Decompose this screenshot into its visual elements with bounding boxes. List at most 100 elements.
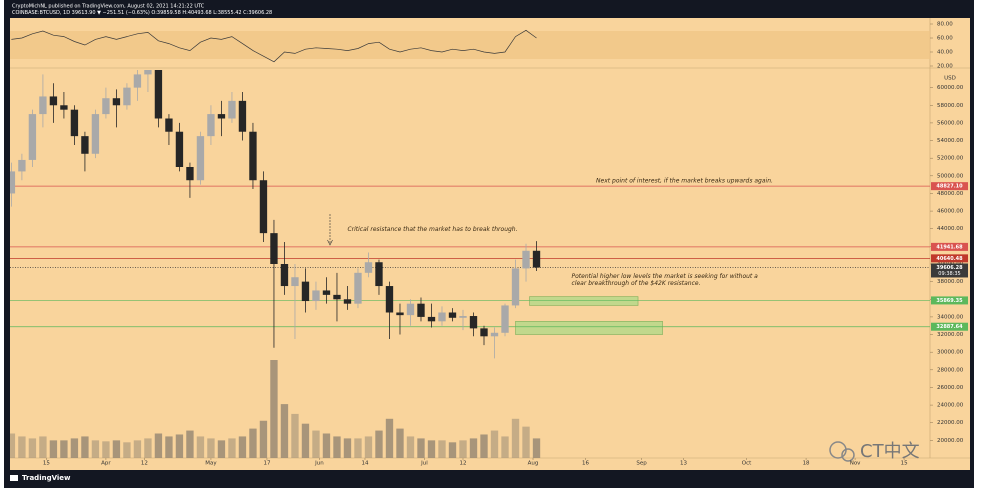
annotation: Potential higher low levels the market i… bbox=[572, 273, 759, 280]
y-tick-label: 22000.00 bbox=[937, 420, 964, 426]
volume-bar bbox=[417, 438, 425, 458]
candle-body bbox=[217, 114, 226, 119]
candle-body bbox=[112, 98, 121, 106]
y-tick-label: 50000.00 bbox=[937, 173, 964, 179]
volume-bar bbox=[70, 438, 79, 458]
annotation: clear breakthrough of the $42K resistanc… bbox=[572, 280, 701, 287]
price-tag-label: 35869.35 bbox=[936, 298, 963, 304]
annotation: Critical resistance that the market has … bbox=[347, 226, 517, 233]
price-tag-label: 41941.68 bbox=[936, 244, 963, 250]
footer-logo bbox=[10, 475, 18, 481]
candle-body bbox=[49, 96, 58, 106]
volume-bar bbox=[501, 436, 509, 458]
watermark: CT中文 bbox=[860, 441, 920, 462]
volume-bar bbox=[165, 436, 173, 458]
x-tick-label: 15 bbox=[901, 461, 908, 467]
candle-body bbox=[396, 312, 404, 316]
header-line1: CryptoMichNL published on TradingView.co… bbox=[12, 4, 205, 10]
volume-bar bbox=[60, 440, 68, 458]
candle-body bbox=[480, 328, 488, 337]
y-tick-label: 26000.00 bbox=[937, 385, 964, 391]
support-zone bbox=[529, 296, 639, 306]
candle-body bbox=[343, 299, 352, 304]
volume-bar bbox=[154, 433, 163, 458]
y-tick-label: 34000.00 bbox=[937, 314, 964, 320]
volume-bar bbox=[238, 436, 247, 458]
volume-bar bbox=[18, 436, 26, 458]
candle-body bbox=[144, 70, 152, 75]
x-tick-label: Aug bbox=[528, 461, 539, 467]
price-tag-label: 32887.64 bbox=[936, 324, 963, 330]
volume-bar bbox=[270, 360, 278, 458]
x-tick-label: 12 bbox=[141, 461, 148, 467]
x-tick-label: Oct bbox=[742, 461, 752, 467]
volume-bar bbox=[459, 440, 467, 458]
y-tick-label: 52000.00 bbox=[937, 156, 964, 162]
volume-bar bbox=[123, 442, 131, 458]
y-tick-label: 28000.00 bbox=[937, 367, 964, 373]
volume-bar bbox=[228, 438, 236, 458]
volume-bar bbox=[291, 413, 299, 458]
candle-body bbox=[196, 136, 205, 181]
volume-bar bbox=[186, 430, 194, 458]
rsi-tick-label: 20.00 bbox=[937, 64, 953, 70]
volume-bar bbox=[490, 430, 499, 458]
volume-bar bbox=[280, 404, 289, 458]
y-tick-label: 32000.00 bbox=[937, 332, 964, 338]
volume-bar bbox=[102, 441, 110, 458]
price-tag-timer: 09:38:35 bbox=[938, 271, 960, 277]
price-tag bbox=[931, 263, 968, 278]
rsi-band bbox=[10, 31, 930, 59]
volume-bar bbox=[91, 440, 100, 458]
volume-bar bbox=[322, 433, 331, 458]
candle-body bbox=[438, 312, 446, 322]
y-tick-label: 60000.00 bbox=[937, 85, 964, 91]
volume-bar bbox=[511, 418, 520, 458]
volume-bar bbox=[480, 434, 488, 458]
support-zone bbox=[515, 321, 663, 335]
candle-body bbox=[228, 100, 236, 119]
candle-body bbox=[259, 180, 268, 234]
candle-body bbox=[154, 70, 163, 119]
candle-body bbox=[81, 136, 89, 154]
candle-body bbox=[91, 114, 100, 154]
price-tag bbox=[931, 242, 968, 251]
volume-bar bbox=[112, 440, 121, 458]
candle-body bbox=[469, 316, 478, 329]
candle-body bbox=[417, 303, 425, 317]
y-tick-label: 20000.00 bbox=[937, 438, 964, 444]
candle-body bbox=[364, 262, 373, 273]
footer-brand: TradingView bbox=[22, 474, 71, 482]
candle-body bbox=[133, 74, 142, 88]
volume-bar bbox=[217, 440, 226, 458]
y-tick-label: 56000.00 bbox=[937, 120, 964, 126]
candle-body bbox=[511, 268, 520, 306]
price-unit: USD bbox=[944, 76, 956, 82]
volume-bar bbox=[312, 430, 320, 458]
candle-body bbox=[123, 87, 131, 106]
price-pane bbox=[10, 70, 930, 458]
volume-bar bbox=[196, 436, 205, 458]
candle-body bbox=[165, 118, 173, 132]
volume-bar bbox=[249, 428, 257, 458]
x-tick-label: Apr bbox=[101, 461, 111, 467]
candle-body bbox=[333, 294, 341, 300]
candle-body bbox=[270, 233, 278, 264]
volume-bar bbox=[39, 436, 47, 458]
volume-bar bbox=[28, 438, 37, 458]
candle-body bbox=[501, 305, 509, 333]
candle-body bbox=[175, 131, 184, 167]
x-tick-label: Jul bbox=[420, 461, 428, 467]
candle-body bbox=[249, 131, 257, 181]
y-tick-label: 30000.00 bbox=[937, 350, 964, 356]
x-tick-label: 15 bbox=[43, 461, 50, 467]
candle-body bbox=[406, 303, 415, 316]
volume-bar bbox=[81, 436, 89, 458]
price-tag bbox=[931, 296, 968, 305]
volume-bar bbox=[133, 440, 142, 458]
candle-body bbox=[186, 167, 194, 181]
candle-body bbox=[207, 114, 215, 137]
x-tick-label: May bbox=[205, 461, 217, 467]
candle-body bbox=[354, 272, 362, 304]
x-tick-label: 14 bbox=[361, 461, 368, 467]
